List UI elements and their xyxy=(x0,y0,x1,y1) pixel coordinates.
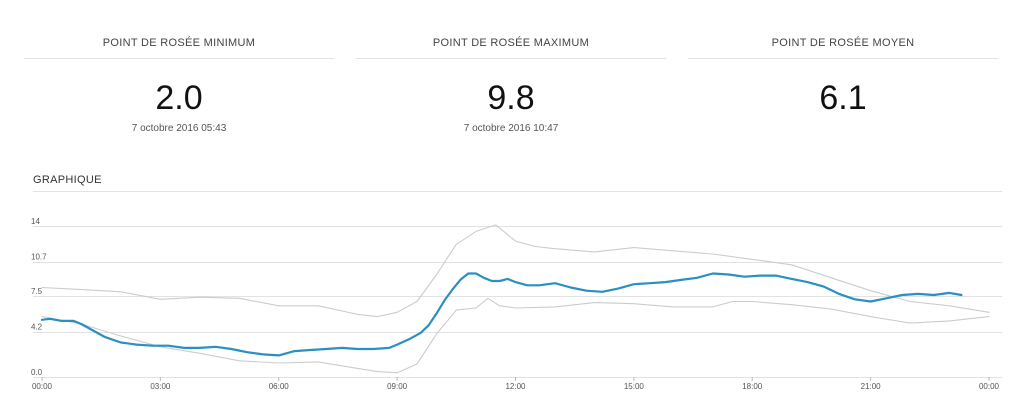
x-tick-label: 18:00 xyxy=(742,382,763,391)
stat-average-label: POINT DE ROSÉE MOYEN xyxy=(771,37,915,49)
x-tick-label: 00:00 xyxy=(979,382,1000,391)
stat-average: POINT DE ROSÉE MOYEN 6.1 xyxy=(688,0,998,145)
stat-divider xyxy=(24,58,334,59)
y-axis-ticks: 0.0 4.2 7.5 10.7 14 xyxy=(31,217,47,377)
stat-maximum-date: 7 octobre 2016 10:47 xyxy=(463,123,559,134)
stat-divider xyxy=(356,58,666,59)
stat-maximum: POINT DE ROSÉE MAXIMUM 9.8 7 octobre 201… xyxy=(356,0,666,145)
section-divider xyxy=(33,191,1002,192)
stat-maximum-value: 9.8 xyxy=(487,79,535,117)
series-line-upper xyxy=(41,224,990,318)
x-tick-label: 00:00 xyxy=(32,382,53,391)
series-line-main xyxy=(40,272,963,357)
y-tick-label: 14 xyxy=(31,217,40,226)
stat-average-value: 6.1 xyxy=(819,79,867,117)
y-tick-label: 4.2 xyxy=(31,323,43,332)
chart-series xyxy=(40,224,990,374)
x-tick-label: 03:00 xyxy=(150,382,171,391)
stat-minimum-value: 2.0 xyxy=(155,79,203,117)
y-tick-label: 7.5 xyxy=(31,287,43,296)
stat-divider xyxy=(688,58,998,59)
x-tick-label: 09:00 xyxy=(387,382,408,391)
stat-minimum-date: 7 octobre 2016 05:43 xyxy=(131,123,227,134)
x-tick-label: 15:00 xyxy=(624,382,645,391)
stat-maximum-label: POINT DE ROSÉE MAXIMUM xyxy=(432,37,590,49)
stat-minimum-label: POINT DE ROSÉE MINIMUM xyxy=(102,37,256,49)
y-tick-label: 10.7 xyxy=(31,253,47,262)
x-tick-label: 06:00 xyxy=(269,382,290,391)
chart-grid xyxy=(33,226,1002,378)
section-title: GRAPHIQUE xyxy=(33,174,102,186)
y-tick-label: 0.0 xyxy=(31,368,43,377)
x-axis-ticks: 00:00 03:00 06:00 09:00 12:00 15:00 18:00 21:00… xyxy=(32,377,1000,391)
x-tick-label: 12:00 xyxy=(505,382,526,391)
series-line-lower xyxy=(41,297,990,374)
x-tick-label: 21:00 xyxy=(861,382,882,391)
stat-minimum: POINT DE ROSÉE MINIMUM 2.0 7 octobre 201… xyxy=(24,0,334,145)
dew-point-chart: 0.0 4.2 7.5 10.7 14 00:00 03:00 06:00 09:00 12:0… xyxy=(31,217,1002,391)
